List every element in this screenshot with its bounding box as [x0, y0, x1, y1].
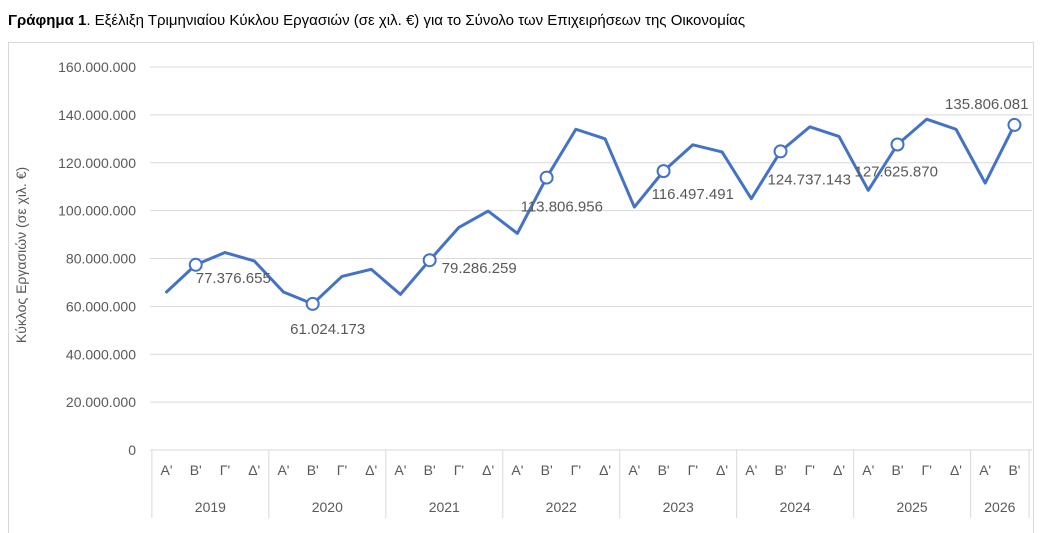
- y-tick-label: 20.000.000: [66, 394, 136, 410]
- x-tick-label: Α': [394, 462, 406, 478]
- x-tick-label: Β': [541, 462, 553, 478]
- caption-label: Γράφημα 1: [8, 12, 87, 29]
- x-tick-label: Γ': [805, 462, 815, 478]
- x-tick-label: Β': [1008, 462, 1020, 478]
- y-axis-label: Κύκλος Εργασιών (σε χιλ. €): [13, 167, 29, 343]
- data-labels: 77.376.655 61.024.173 79.286.259 113.806.95…: [196, 96, 1029, 338]
- data-marker: [305, 296, 320, 311]
- x-tick-label: Β': [775, 462, 787, 478]
- year-label: 2022: [546, 499, 577, 515]
- x-tick-label: Β': [424, 462, 436, 478]
- y-tick-label: 140.000.000: [58, 107, 136, 123]
- chart-caption: Γράφημα 1. Εξέλιξη Τριμηνιαίου Κύκλου Ερ…: [8, 12, 745, 29]
- x-tick-label: Γ': [220, 462, 230, 478]
- year-label: 2023: [663, 499, 694, 515]
- year-label: 2026: [984, 499, 1015, 515]
- y-tick-label: 100.000.000: [58, 203, 136, 219]
- chart-frame: [8, 42, 1034, 533]
- data-label: 135.806.081: [945, 96, 1028, 113]
- x-tick-label: Β': [658, 462, 670, 478]
- data-label: 79.286.259: [442, 260, 517, 277]
- x-tick-label: Β': [190, 462, 202, 478]
- data-marker: [656, 164, 671, 179]
- y-axis-ticks: 0 20.000.000 40.000.000 60.000.000 80.000.00…: [58, 59, 136, 458]
- x-tick-label: Γ': [688, 462, 698, 478]
- x-tick-label: Β': [307, 462, 319, 478]
- x-tick-label: Α': [511, 462, 523, 478]
- data-label: 124.737.143: [768, 171, 851, 188]
- data-marker: [188, 257, 203, 272]
- x-tick-label: Α': [160, 462, 172, 478]
- x-tick-label: Α': [745, 462, 757, 478]
- data-marker: [1007, 117, 1022, 132]
- x-tick-label: Δ': [950, 462, 962, 478]
- x-tick-label: Δ': [833, 462, 845, 478]
- y-tick-label: 80.000.000: [66, 251, 136, 267]
- year-label: 2021: [429, 499, 460, 515]
- x-tick-label: Γ': [454, 462, 464, 478]
- y-tick-label: 0: [128, 442, 136, 458]
- caption-text: . Εξέλιξη Τριμηνιαίου Κύκλου Εργασιών (σ…: [86, 12, 746, 29]
- x-tick-label: Γ': [922, 462, 932, 478]
- data-label: 77.376.655: [196, 270, 271, 287]
- x-tick-label: Β': [891, 462, 903, 478]
- x-tick-label: Α': [277, 462, 289, 478]
- x-tick-label: Γ': [337, 462, 347, 478]
- x-axis: Α' Β' Γ' Δ' Α' Β' Γ' Δ' Α' Β' Γ' Δ' Α' Β' Γ' Δ' Α' Β' Γ' Δ'…: [151, 449, 1030, 518]
- x-tick-label: Δ': [716, 462, 728, 478]
- x-tick-label: Δ': [482, 462, 494, 478]
- x-tick-label: Α': [979, 462, 991, 478]
- y-tick-label: 40.000.000: [66, 346, 136, 362]
- y-tick-label: 160.000.000: [58, 59, 136, 75]
- x-tick-label: Δ': [365, 462, 377, 478]
- data-marker: [422, 253, 437, 268]
- y-tick-label: 120.000.000: [58, 155, 136, 171]
- gridlines: [150, 66, 1032, 451]
- data-marker: [539, 170, 554, 185]
- data-label: 113.806.956: [521, 199, 603, 216]
- data-label: 116.497.491: [652, 186, 734, 203]
- x-tick-label: Α': [628, 462, 640, 478]
- x-tick-label: Δ': [248, 462, 260, 478]
- data-marker: [890, 137, 905, 152]
- x-tick-label: Α': [862, 462, 874, 478]
- data-markers: [188, 117, 1022, 311]
- data-label: 61.024.173: [290, 321, 365, 338]
- year-label: 2024: [780, 499, 811, 515]
- data-marker: [773, 144, 788, 159]
- year-label: 2019: [195, 499, 226, 515]
- data-label: 127.625.870: [855, 163, 938, 180]
- y-tick-label: 60.000.000: [66, 298, 136, 314]
- year-label: 2025: [897, 499, 928, 515]
- x-tick-label: Δ': [599, 462, 611, 478]
- year-label: 2020: [312, 499, 343, 515]
- x-tick-label: Γ': [571, 462, 581, 478]
